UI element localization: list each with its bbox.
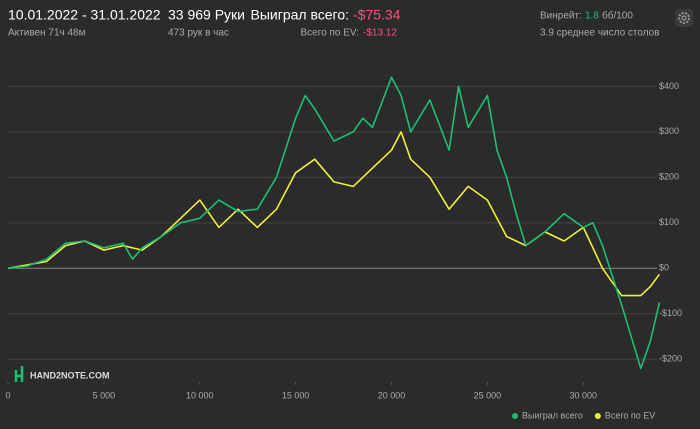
- y-tick-label: -$200: [659, 354, 682, 364]
- won-value: -$75.34: [353, 7, 401, 23]
- x-tick-label: 0: [5, 390, 10, 400]
- x-tick-label: 25 000: [474, 390, 502, 400]
- hands: 33 969 Руки: [168, 7, 245, 23]
- winrate-label: Винрейт:: [540, 11, 582, 22]
- winrate-value: 1.8: [585, 11, 599, 22]
- y-tick-label: -$100: [659, 308, 682, 318]
- y-tick-label: $300: [659, 126, 679, 136]
- x-tick-label: 30 000: [570, 390, 598, 400]
- legend-swatch: [594, 413, 601, 419]
- ev-value: -$13.12: [363, 28, 397, 39]
- x-tick-label: 5 000: [93, 390, 116, 400]
- active-time: Активен 71ч 48м: [8, 28, 86, 39]
- series-line: [7, 76, 661, 370]
- x-tick-label: 15 000: [282, 390, 310, 400]
- settings-icon[interactable]: [675, 9, 693, 27]
- winrate-unit: бб/100: [602, 10, 633, 22]
- legend-swatch: [512, 413, 518, 419]
- legend-label: Всего по EV: [605, 410, 655, 420]
- logo: HAND2NOTE.COM: [14, 366, 110, 382]
- logo-text: HAND2NOTE.COM: [30, 370, 110, 380]
- y-tick-label: $400: [659, 81, 679, 91]
- x-tick-label: 20 000: [378, 390, 406, 400]
- date-range: 10.01.2022 - 31.01.2022: [8, 7, 161, 23]
- hands-per-hour: 473 рук в час: [168, 28, 229, 39]
- series-line: [7, 131, 661, 297]
- won-label: Выиграл всего:: [251, 7, 350, 23]
- y-tick-label: $0: [659, 263, 669, 273]
- x-tick-label: 10 000: [186, 390, 214, 400]
- y-tick-label: $200: [659, 172, 679, 182]
- legend-label: Выиграл всего: [522, 410, 583, 420]
- tables: 3.9 среднее число столов: [540, 28, 660, 39]
- y-tick-label: $100: [659, 217, 679, 227]
- ev-label: Всего по EV:: [300, 28, 359, 39]
